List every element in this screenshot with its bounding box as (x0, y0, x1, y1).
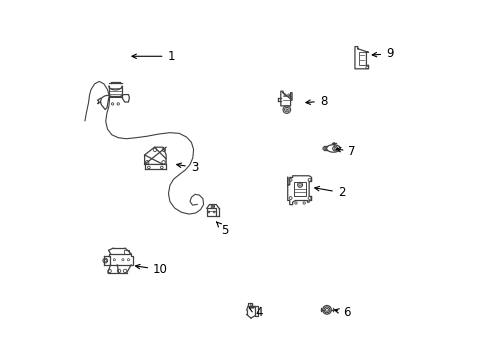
Text: 3: 3 (176, 161, 198, 174)
Text: 10: 10 (135, 263, 167, 276)
Text: 2: 2 (314, 186, 345, 199)
Text: 8: 8 (305, 95, 326, 108)
Bar (124, 250, 128, 254)
Text: 1: 1 (132, 50, 175, 63)
Text: 7: 7 (336, 145, 355, 158)
Text: 6: 6 (334, 306, 350, 319)
Text: 4: 4 (249, 306, 262, 319)
Text: 9: 9 (371, 47, 393, 60)
Bar (358, 52, 365, 65)
Text: 5: 5 (216, 222, 228, 237)
Bar (294, 183, 305, 195)
Bar (206, 208, 216, 216)
